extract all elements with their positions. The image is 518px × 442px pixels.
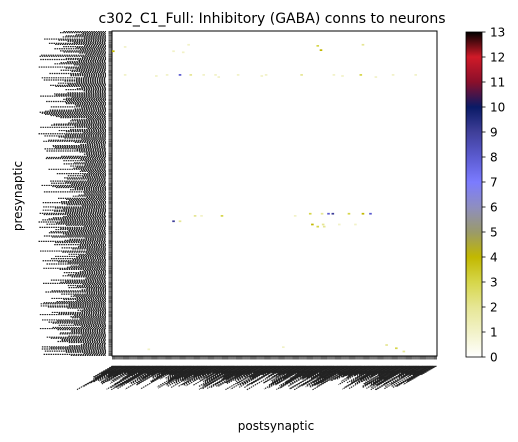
plot-area (111, 30, 438, 357)
heatmap-cell (359, 74, 363, 76)
heatmap-cell (308, 212, 312, 215)
axis-ticks (108, 31, 437, 360)
heatmap-cell (193, 215, 197, 217)
heatmap-cell (331, 212, 335, 215)
heatmap-cell (178, 74, 182, 76)
colorbar (465, 31, 483, 358)
colorbar-tick-label: 13 (490, 25, 505, 39)
colorbar-tick-label: 9 (490, 125, 498, 139)
x-tick-labels (76, 365, 437, 391)
tick-marks (108, 31, 437, 360)
colorbar-tick-label: 2 (490, 300, 498, 314)
heatmap-cell (155, 75, 158, 77)
heatmap-cell (200, 215, 203, 217)
heatmap-cell (181, 51, 185, 54)
heatmap-cell (332, 74, 336, 76)
heatmap-cell (361, 212, 365, 215)
y-tick-label-smear (38, 30, 106, 357)
x-axis-label: postsynaptic (238, 419, 314, 433)
heatmap-cell (414, 74, 417, 76)
heatmap-cell (316, 44, 320, 47)
colorbar-tick-label: 10 (490, 100, 505, 114)
heatmap-cell (337, 223, 341, 226)
heatmap-cell (264, 74, 268, 76)
heatmap-cell (189, 74, 193, 76)
y-tick-labels (38, 30, 106, 357)
heatmap-cells (112, 43, 417, 353)
colorbar-tick-label: 1 (490, 325, 498, 339)
heatmap-cell (347, 212, 351, 215)
heatmap-cell (341, 75, 344, 77)
heatmap-cell (395, 347, 398, 350)
heatmap-cell (385, 344, 388, 346)
colorbar-tick-label: 12 (490, 50, 505, 64)
heatmap-cell (217, 76, 221, 78)
heatmap-cell (293, 215, 297, 217)
heatmap-cell (322, 225, 326, 228)
heatmap-cell (202, 74, 205, 76)
heatmap-cell (178, 220, 182, 223)
x-tick-label-smear (76, 365, 437, 391)
colorbar-tick-label: 3 (490, 275, 498, 289)
heatmap-cell (391, 74, 395, 76)
colorbar-tick-label: 4 (490, 250, 498, 264)
heatmap-cell (220, 215, 224, 217)
heatmap-cell (236, 74, 240, 76)
colorbar-tick-label: 0 (490, 350, 498, 364)
heatmap-cell (260, 75, 264, 77)
heatmap-cell (172, 220, 175, 223)
heatmap-cell (316, 225, 320, 228)
colorbar-tick-label: 6 (490, 200, 498, 214)
heatmap-cell (361, 43, 365, 46)
heatmap-cell (319, 49, 323, 52)
heatmap-cell (214, 74, 217, 76)
heatmap-cell (187, 43, 190, 46)
heatmap-cell (321, 223, 325, 226)
heatmap-cell (300, 74, 303, 76)
heatmap-cell (369, 212, 372, 215)
colorbar-tick-label: 11 (490, 75, 505, 89)
heatmap-cell (123, 46, 127, 48)
colorbar-tick-label: 8 (490, 150, 498, 164)
heatmap-cell (172, 50, 175, 53)
heatmap-cell (354, 223, 357, 226)
heatmap-cell (165, 74, 169, 76)
heatmap-cell (327, 212, 330, 215)
heatmap-cell (147, 348, 151, 351)
heatmap-cell (311, 223, 314, 226)
colorbar-tick-label: 5 (490, 225, 498, 239)
y-axis-label: presynaptic (11, 161, 25, 231)
heatmap-cell (112, 50, 115, 53)
heatmap-cell (123, 74, 127, 76)
heatmap-cell (282, 346, 285, 349)
heatmap-cell (374, 76, 378, 78)
heatmap-cell (402, 350, 406, 353)
heatmap-cell (320, 212, 324, 215)
colorbar-tick-label: 7 (490, 175, 498, 189)
chart-title: c302_C1_Full: Inhibitory (GABA) conns to… (98, 11, 445, 27)
